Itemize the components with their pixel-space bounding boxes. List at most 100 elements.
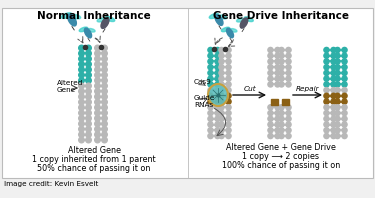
Circle shape	[324, 59, 329, 64]
Circle shape	[226, 99, 231, 104]
Circle shape	[226, 93, 231, 98]
Circle shape	[279, 105, 284, 110]
Circle shape	[226, 105, 231, 110]
Ellipse shape	[84, 28, 92, 38]
Circle shape	[86, 72, 91, 78]
Circle shape	[279, 82, 284, 87]
Circle shape	[219, 93, 224, 98]
Circle shape	[208, 53, 213, 58]
Circle shape	[268, 53, 273, 58]
Circle shape	[102, 89, 107, 94]
Circle shape	[102, 116, 107, 121]
Circle shape	[79, 94, 84, 100]
Circle shape	[324, 122, 329, 127]
Circle shape	[95, 126, 100, 132]
Circle shape	[102, 105, 107, 110]
Circle shape	[324, 76, 329, 81]
Circle shape	[342, 93, 347, 98]
Ellipse shape	[219, 15, 227, 19]
Circle shape	[79, 45, 84, 51]
Circle shape	[215, 99, 220, 104]
Circle shape	[102, 83, 107, 89]
Circle shape	[335, 70, 340, 75]
Circle shape	[268, 65, 273, 70]
Circle shape	[268, 110, 273, 116]
Circle shape	[226, 82, 231, 87]
Circle shape	[342, 53, 347, 58]
Circle shape	[331, 93, 336, 98]
Circle shape	[79, 99, 84, 105]
Circle shape	[331, 70, 336, 75]
Circle shape	[275, 59, 280, 64]
Circle shape	[342, 128, 347, 133]
Circle shape	[208, 122, 213, 127]
Circle shape	[324, 47, 329, 53]
Circle shape	[95, 61, 100, 67]
Circle shape	[102, 110, 107, 116]
Circle shape	[286, 133, 291, 139]
Text: Normal Inheritance: Normal Inheritance	[37, 11, 151, 21]
Circle shape	[331, 110, 336, 116]
Circle shape	[79, 51, 84, 56]
Circle shape	[95, 121, 100, 127]
Circle shape	[279, 122, 284, 127]
Circle shape	[219, 82, 224, 87]
Circle shape	[268, 70, 273, 75]
Circle shape	[208, 93, 213, 98]
Circle shape	[275, 110, 280, 116]
Circle shape	[275, 70, 280, 75]
Circle shape	[331, 76, 336, 81]
Ellipse shape	[221, 27, 230, 32]
Circle shape	[102, 99, 107, 105]
Circle shape	[79, 132, 84, 137]
Circle shape	[219, 105, 224, 110]
Text: Altered
Gene: Altered Gene	[57, 80, 83, 92]
Circle shape	[95, 56, 100, 62]
Circle shape	[208, 59, 213, 64]
Circle shape	[324, 53, 329, 58]
Circle shape	[335, 110, 340, 116]
Circle shape	[335, 82, 340, 87]
Circle shape	[95, 105, 100, 110]
Circle shape	[335, 53, 340, 58]
Circle shape	[95, 83, 100, 89]
Circle shape	[219, 122, 224, 127]
Circle shape	[215, 53, 220, 58]
Circle shape	[275, 76, 280, 81]
Circle shape	[342, 133, 347, 139]
Circle shape	[95, 132, 100, 137]
Circle shape	[219, 59, 224, 64]
Circle shape	[86, 45, 91, 51]
Circle shape	[268, 128, 273, 133]
Circle shape	[102, 45, 107, 51]
Circle shape	[275, 47, 280, 53]
Circle shape	[208, 88, 213, 93]
Circle shape	[86, 89, 91, 94]
Circle shape	[268, 105, 273, 110]
Circle shape	[215, 128, 220, 133]
Circle shape	[226, 88, 231, 93]
Circle shape	[86, 61, 91, 67]
Circle shape	[208, 105, 213, 110]
Circle shape	[86, 51, 91, 56]
Circle shape	[279, 116, 284, 121]
Circle shape	[342, 65, 347, 70]
Circle shape	[95, 72, 100, 78]
Circle shape	[226, 122, 231, 127]
Circle shape	[342, 47, 347, 53]
FancyBboxPatch shape	[2, 8, 373, 178]
Circle shape	[215, 47, 220, 53]
Circle shape	[79, 61, 84, 67]
Ellipse shape	[240, 18, 248, 28]
Circle shape	[226, 128, 231, 133]
Circle shape	[226, 70, 231, 75]
Circle shape	[331, 99, 336, 104]
Circle shape	[286, 65, 291, 70]
Circle shape	[286, 76, 291, 81]
Circle shape	[342, 59, 347, 64]
Circle shape	[324, 88, 329, 93]
Circle shape	[208, 65, 213, 70]
Circle shape	[95, 94, 100, 100]
Circle shape	[268, 116, 273, 121]
Circle shape	[331, 59, 336, 64]
